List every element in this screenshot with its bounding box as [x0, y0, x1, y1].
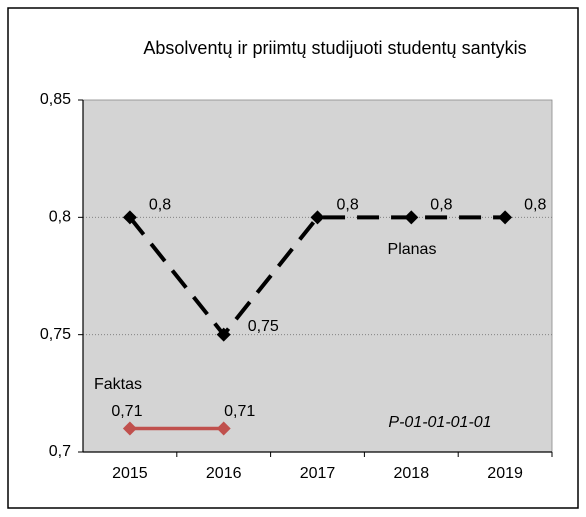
series-name: Planas — [388, 241, 437, 258]
marker — [404, 210, 419, 225]
x-tick-label: 2019 — [487, 465, 523, 482]
plot-area — [82, 99, 553, 453]
marker — [310, 210, 325, 225]
marker — [498, 210, 513, 225]
y-tick-label: 0,85 — [40, 91, 71, 108]
y-tick-label: 0,7 — [49, 443, 71, 460]
y-tick-label: 0,75 — [40, 326, 71, 343]
data-label: 0,8 — [337, 197, 359, 214]
marker — [216, 327, 231, 342]
data-label: 0,71 — [111, 403, 142, 420]
series-line — [128, 215, 506, 338]
marker — [216, 421, 231, 436]
marker — [122, 421, 137, 436]
data-label: 0,8 — [430, 197, 452, 214]
data-label: 0,71 — [224, 403, 255, 420]
y-tick-label: 0,8 — [49, 209, 71, 226]
marker — [122, 210, 137, 225]
x-tick-label: 2015 — [112, 465, 148, 482]
data-label: 0,75 — [248, 318, 279, 335]
x-tick-label: 2016 — [206, 465, 242, 482]
data-label: 0,8 — [149, 197, 171, 214]
chart-title: Absolventų ir priimtų studijuoti student… — [143, 38, 527, 58]
x-tick-label: 2017 — [300, 465, 336, 482]
x-tick-label: 2018 — [394, 465, 430, 482]
series-name: Faktas — [94, 376, 142, 393]
data-label: 0,8 — [524, 197, 546, 214]
annotation: P-01-01-01-01 — [388, 414, 491, 431]
